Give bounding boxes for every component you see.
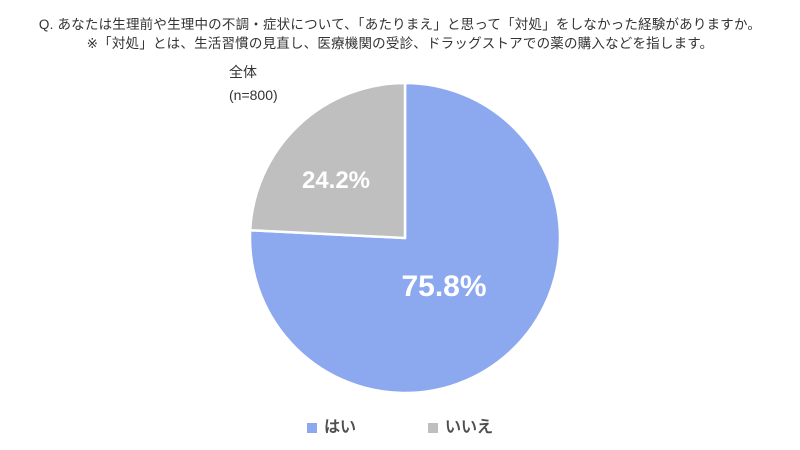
legend-item-yes: はい [306,418,356,438]
legend-item-no: いいえ [428,418,493,438]
chart-title: Q. あなたは生理前や生理中の不調・症状について、「あたりまえ」と思って「対処」… [0,15,800,53]
pie-slice-no [248,81,407,240]
legend-label-yes: はい [323,419,356,436]
group-label: 全体 [229,64,257,80]
pie-svg [248,81,562,395]
slice-label-yes: 75.8% [401,270,487,303]
chart-title-line2: ※「対処」とは、生活習慣の見直し、医療機関の受診、ドラッグストアでの薬の購入など… [86,36,714,51]
chart-title-line1: Q. あなたは生理前や生理中の不調・症状について、「あたりまえ」と思って「対処」… [38,17,762,32]
pie-chart: 75.8% 24.2% [240,73,570,403]
legend-label-no: いいえ [445,419,494,436]
sample-size-label: (n=800) [229,87,278,103]
legend: はい いいえ [0,418,800,438]
legend-swatch-no [428,423,438,433]
slice-label-no: 24.2% [301,167,371,194]
legend-swatch-yes [306,423,317,433]
group-label-block: 全体 (n=800) [229,61,278,107]
